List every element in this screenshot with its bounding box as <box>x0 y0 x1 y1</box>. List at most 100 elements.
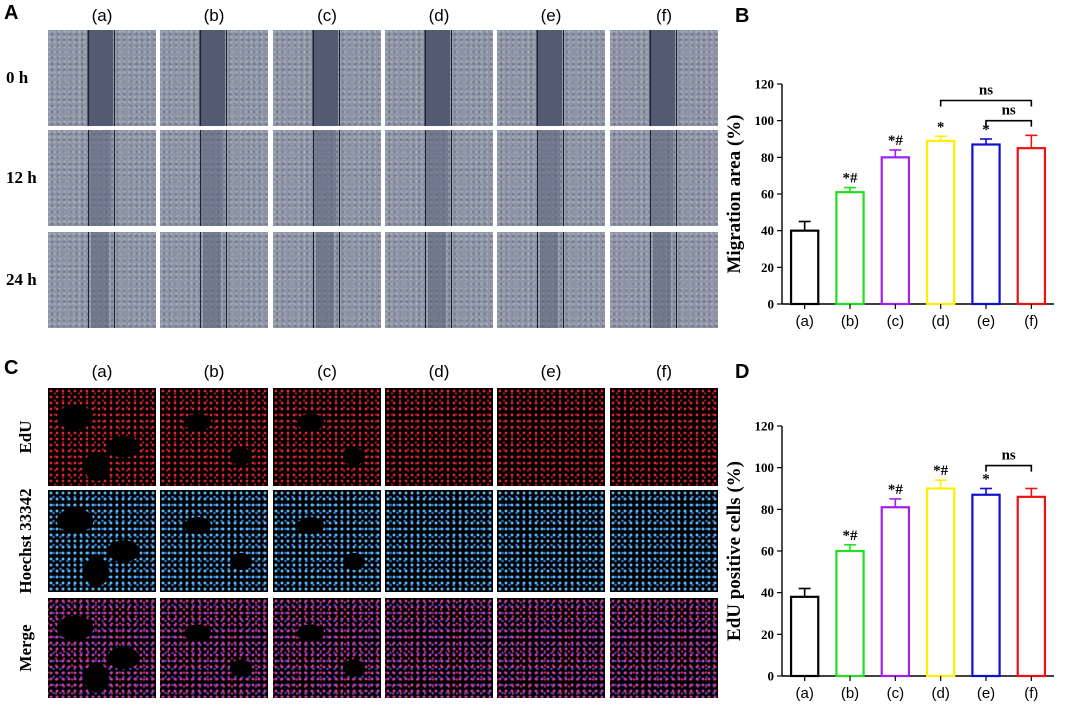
y-tick-label: 60 <box>761 544 774 559</box>
stain-column-label: (d) <box>428 362 450 381</box>
scratch-edge-line <box>451 130 453 226</box>
y-tick-label: 100 <box>755 113 775 128</box>
scratch-edge-line <box>313 30 315 126</box>
significance-marker: *# <box>843 171 859 187</box>
y-tick-label: 20 <box>761 260 774 275</box>
x-category-label: (b) <box>841 685 859 702</box>
comparison-label: ns <box>1002 448 1016 464</box>
scratch-micrograph <box>385 30 493 126</box>
scratch-row-label: 24 h <box>6 270 37 289</box>
x-category-label: (a) <box>795 313 813 330</box>
x-category-label: (f) <box>1024 313 1038 330</box>
fluorescence-micrograph <box>385 388 493 486</box>
x-category-label: (d) <box>931 685 949 702</box>
panel-a-letter: A <box>4 2 19 24</box>
scratch-gap <box>426 130 448 226</box>
scratch-micrograph <box>160 232 268 328</box>
bar <box>971 493 1001 678</box>
scratch-micrograph <box>610 130 718 226</box>
significance-marker: * <box>937 119 945 135</box>
scratch-micrograph <box>273 30 381 126</box>
scratch-gap <box>649 30 675 126</box>
scratch-gap <box>536 30 562 126</box>
fluorescence-micrograph <box>497 598 605 698</box>
scratch-gap <box>538 130 560 226</box>
fluorescence-micrograph <box>48 388 156 486</box>
fluorescence-micrograph <box>273 490 381 592</box>
scratch-micrograph <box>610 30 718 126</box>
scratch-edge-line <box>425 232 427 328</box>
scratch-gap <box>89 130 111 226</box>
significance-marker: *# <box>888 482 904 498</box>
y-tick-label: 60 <box>761 187 774 202</box>
scratch-edge-line <box>114 130 116 226</box>
fluorescence-micrograph <box>160 598 268 698</box>
stain-row-label: Merge <box>16 624 35 672</box>
scratch-micrograph <box>273 130 381 226</box>
scratch-edge-line <box>650 232 652 328</box>
scratch-gap <box>91 232 109 328</box>
scratch-edge-line <box>650 30 652 126</box>
scratch-edge-line <box>313 130 315 226</box>
fluorescence-micrograph <box>610 598 718 698</box>
x-category-label: (c) <box>887 313 905 330</box>
y-tick-label: 100 <box>755 460 775 475</box>
scratch-edge-line <box>676 130 678 226</box>
scratch-edge-line <box>451 232 453 328</box>
fluorescence-micrograph <box>497 490 605 592</box>
comparison-bracket <box>939 99 1033 107</box>
x-category-label: (e) <box>977 313 995 330</box>
scratch-edge-line <box>563 232 565 328</box>
scratch-column-label: (a) <box>91 6 113 25</box>
scratch-edge-line <box>451 30 453 126</box>
significance-marker: * <box>982 472 990 488</box>
scratch-edge-line <box>425 130 427 226</box>
fluorescence-micrograph <box>610 490 718 592</box>
panel-b-letter: B <box>735 5 750 27</box>
y-tick-label: 40 <box>761 223 774 238</box>
scratch-micrograph <box>48 232 156 328</box>
bar <box>925 487 956 678</box>
y-axis-title: EdU positive cells (%) <box>724 461 745 641</box>
comparison-label: ns <box>979 83 993 99</box>
fluorescence-micrograph <box>160 388 268 486</box>
bar <box>880 156 911 306</box>
scratch-edge-line <box>339 232 341 328</box>
comparison-bracket <box>985 464 1033 472</box>
scratch-edge-line <box>676 30 678 126</box>
scratch-gap <box>312 30 338 126</box>
scratch-edge-line <box>537 130 539 226</box>
scratch-edge-line <box>88 30 90 126</box>
scratch-gap <box>653 232 671 328</box>
stain-column-label: (b) <box>203 362 225 381</box>
bar <box>835 191 865 306</box>
stain-row-label: EdU <box>16 420 35 454</box>
scratch-column-label: (c) <box>317 6 337 25</box>
y-tick-label: 120 <box>755 419 775 434</box>
scratch-gap <box>540 232 558 328</box>
migration-area-chart: 0 20 40 60 80 100 120 Migration area (%) (a) (b) *… <box>724 77 1054 330</box>
scratch-edge-line <box>339 30 341 126</box>
fluorescence-micrograph <box>385 490 493 592</box>
x-category-label: (d) <box>931 313 949 330</box>
scratch-micrograph <box>497 130 605 226</box>
significance-marker: *# <box>843 528 859 544</box>
fluorescence-micrograph <box>48 490 156 592</box>
scratch-edge-line <box>339 130 341 226</box>
scratch-edge-line <box>114 232 116 328</box>
scratch-gap <box>87 30 113 126</box>
fluorescence-micrograph <box>610 388 718 486</box>
scratch-row-label: 12 h <box>6 168 37 187</box>
scratch-gap <box>199 30 225 126</box>
scratch-edge-line <box>200 130 202 226</box>
scratch-column-label: (d) <box>428 6 450 25</box>
scratch-edge-line <box>563 30 565 126</box>
scratch-micrograph <box>610 232 718 328</box>
scratch-micrograph <box>48 30 156 126</box>
comparison-bracket <box>985 119 1033 127</box>
y-tick-label: 0 <box>768 669 775 684</box>
scratch-gap <box>428 232 446 328</box>
fluorescence-micrograph <box>48 598 156 698</box>
bar <box>835 549 865 678</box>
y-tick-label: 80 <box>761 150 774 165</box>
